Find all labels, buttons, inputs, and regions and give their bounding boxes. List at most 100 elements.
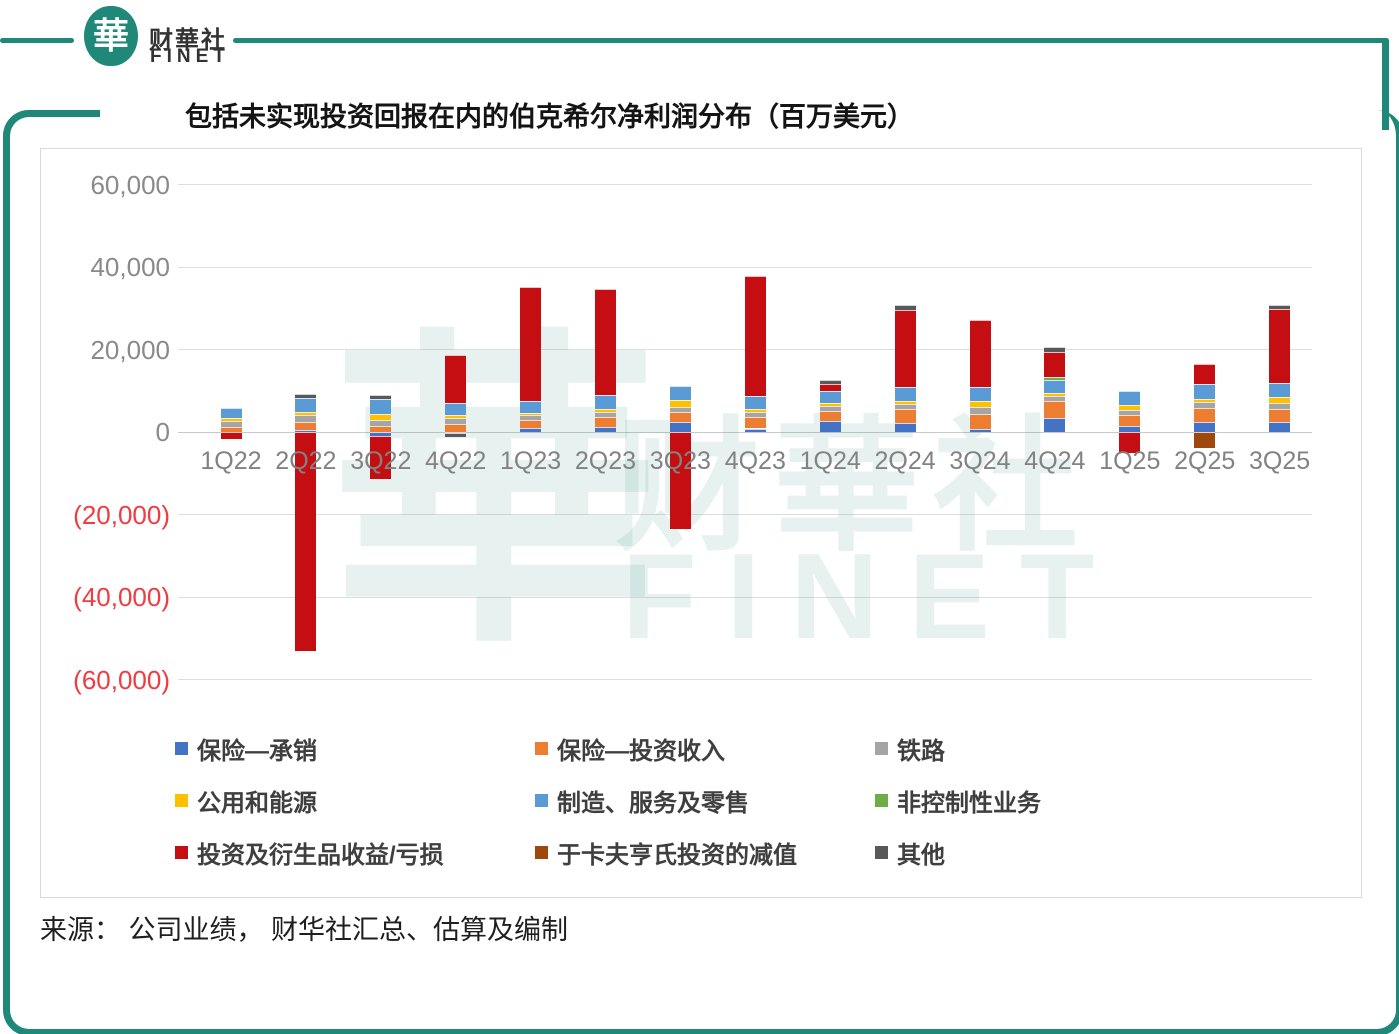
bar-segment-保险—承销[interactable]	[1194, 421, 1216, 432]
bar-segment-公用和能源[interactable]	[1119, 405, 1141, 410]
bar-segment-公用和能源[interactable]	[295, 411, 317, 415]
bar-segment-保险—投资收入[interactable]	[1269, 409, 1291, 423]
bar-segment-制造、服务及零售[interactable]	[445, 402, 467, 415]
bar-segment-公用和能源[interactable]	[220, 418, 242, 422]
bar-segment-保险—投资收入[interactable]	[1044, 401, 1066, 418]
bar-segment-公用和能源[interactable]	[744, 408, 766, 412]
legend-item-保险—投资收入[interactable]: 保险—投资收入	[535, 731, 725, 766]
bar-segment-制造、服务及零售[interactable]	[520, 400, 542, 414]
bar-segment-制造、服务及零售[interactable]	[969, 387, 991, 401]
bar-segment-铁路[interactable]	[595, 411, 616, 418]
legend-item-非控制性业务[interactable]: 非控制性业务	[875, 783, 1041, 818]
bar-segment-公用和能源[interactable]	[520, 413, 542, 415]
legend-item-铁路[interactable]: 铁路	[875, 731, 945, 766]
bar-segment-保险—投资收入[interactable]	[595, 417, 616, 427]
bar-segment-制造、服务及零售[interactable]	[370, 399, 392, 414]
bar-segment-投资及衍生品收益/亏损[interactable]	[445, 355, 467, 403]
bar-segment-公用和能源[interactable]	[1044, 393, 1066, 396]
bar-segment-投资及衍生品收益/亏损[interactable]	[1044, 352, 1066, 377]
bar-segment-公用和能源[interactable]	[1194, 398, 1216, 402]
bar-segment-保险—投资收入[interactable]	[520, 420, 542, 429]
bar-segment-保险—承销[interactable]	[744, 428, 766, 432]
bar-segment-非控制性业务[interactable]	[1044, 376, 1066, 381]
bar-segment-保险—承销[interactable]	[969, 428, 991, 432]
bar-segment-保险—承销[interactable]	[1119, 426, 1141, 432]
bar-segment-铁路[interactable]	[1194, 401, 1216, 408]
legend-item-保险—承销[interactable]: 保险—承销	[175, 731, 317, 766]
bar-segment-保险—投资收入[interactable]	[894, 408, 916, 423]
bar-segment-保险—投资收入[interactable]	[220, 426, 242, 432]
bar-segment-保险—投资收入[interactable]	[969, 413, 991, 429]
bar-segment-其他[interactable]	[445, 433, 467, 438]
bar-segment-铁路[interactable]	[520, 414, 542, 421]
bar-segment-投资及衍生品收益/亏损[interactable]	[819, 384, 841, 391]
bar-segment-制造、服务及零售[interactable]	[220, 408, 242, 419]
bar-segment-铁路[interactable]	[220, 421, 242, 427]
bar-segment-保险—投资收入[interactable]	[744, 417, 766, 429]
bar-segment-其他[interactable]	[1044, 347, 1066, 353]
bar-segment-公用和能源[interactable]	[669, 399, 691, 407]
legend-item-公用和能源[interactable]: 公用和能源	[175, 783, 317, 818]
bar-segment-投资及衍生品收益/亏损[interactable]	[295, 432, 317, 651]
bar-segment-制造、服务及零售[interactable]	[819, 390, 841, 403]
bar-segment-保险—投资收入[interactable]	[370, 426, 392, 432]
bar-segment-制造、服务及零售[interactable]	[744, 395, 766, 409]
legend-item-制造、服务及零售[interactable]: 制造、服务及零售	[535, 783, 749, 818]
bar-segment-其他[interactable]	[1269, 305, 1291, 310]
bar-segment-保险—投资收入[interactable]	[669, 411, 691, 422]
bar-segment-铁路[interactable]	[1044, 395, 1066, 402]
bar-segment-保险—承销[interactable]	[1044, 417, 1066, 432]
bar-segment-投资及衍生品收益/亏损[interactable]	[1119, 432, 1141, 453]
bar-segment-保险—投资收入[interactable]	[295, 421, 317, 430]
bar-segment-保险—承销[interactable]	[370, 432, 392, 436]
bar-segment-保险—承销[interactable]	[520, 428, 542, 432]
bar-segment-制造、服务及零售[interactable]	[295, 398, 317, 412]
bar-segment-公用和能源[interactable]	[595, 409, 616, 412]
bar-segment-保险—承销[interactable]	[1269, 422, 1291, 432]
bar-segment-投资及衍生品收益/亏损[interactable]	[370, 435, 392, 480]
bar-segment-投资及衍生品收益/亏损[interactable]	[220, 432, 242, 439]
bar-segment-铁路[interactable]	[1269, 403, 1291, 409]
bar-segment-制造、服务及零售[interactable]	[1119, 390, 1141, 405]
bar-segment-公用和能源[interactable]	[370, 413, 392, 421]
bar-segment-投资及衍生品收益/亏损[interactable]	[894, 309, 916, 388]
bar-segment-铁路[interactable]	[445, 417, 467, 424]
bar-segment-投资及衍生品收益/亏损[interactable]	[1194, 363, 1216, 385]
legend-item-投资及衍生品收益/亏损[interactable]: 投资及衍生品收益/亏损	[175, 835, 444, 870]
bar-segment-制造、服务及零售[interactable]	[1269, 383, 1291, 397]
bar-segment-铁路[interactable]	[894, 403, 916, 409]
bar-segment-投资及衍生品收益/亏损[interactable]	[669, 432, 691, 530]
bar-segment-保险—投资收入[interactable]	[819, 410, 841, 422]
bar-segment-保险—承销[interactable]	[669, 422, 691, 432]
bar-segment-铁路[interactable]	[295, 414, 317, 422]
bar-segment-制造、服务及零售[interactable]	[595, 395, 616, 410]
bar-segment-保险—承销[interactable]	[295, 429, 317, 432]
bar-segment-公用和能源[interactable]	[894, 401, 916, 404]
bar-segment-投资及衍生品收益/亏损[interactable]	[744, 275, 766, 396]
bar-segment-保险—投资收入[interactable]	[1119, 414, 1141, 427]
bar-segment-铁路[interactable]	[969, 407, 991, 414]
bar-segment-投资及衍生品收益/亏损[interactable]	[1269, 309, 1291, 384]
bar-segment-铁路[interactable]	[744, 411, 766, 418]
bar-segment-保险—投资收入[interactable]	[445, 423, 467, 432]
bar-segment-公用和能源[interactable]	[819, 402, 841, 406]
bar-segment-公用和能源[interactable]	[969, 400, 991, 408]
bar-segment-铁路[interactable]	[669, 406, 691, 412]
bar-segment-制造、服务及零售[interactable]	[1044, 380, 1066, 394]
bar-segment-投资及衍生品收益/亏损[interactable]	[520, 287, 542, 401]
legend-item-于卡夫亨氏投资的减值[interactable]: 于卡夫亨氏投资的减值	[535, 835, 797, 870]
bar-segment-公用和能源[interactable]	[1269, 396, 1291, 404]
bar-segment-其他[interactable]	[819, 380, 841, 385]
bar-segment-公用和能源[interactable]	[445, 414, 467, 418]
bar-segment-保险—承销[interactable]	[819, 421, 841, 432]
bar-segment-投资及衍生品收益/亏损[interactable]	[969, 320, 991, 388]
bar-segment-其他[interactable]	[295, 393, 317, 399]
bar-segment-于卡夫亨氏投资的减值[interactable]	[1194, 432, 1216, 448]
bar-segment-其他[interactable]	[370, 395, 392, 400]
legend-item-其他[interactable]: 其他	[875, 835, 945, 870]
bar-segment-投资及衍生品收益/亏损[interactable]	[595, 288, 616, 396]
bar-segment-保险—承销[interactable]	[595, 426, 616, 432]
bar-segment-保险—承销[interactable]	[445, 432, 467, 433]
bar-segment-制造、服务及零售[interactable]	[894, 387, 916, 402]
bar-segment-铁路[interactable]	[819, 405, 841, 411]
